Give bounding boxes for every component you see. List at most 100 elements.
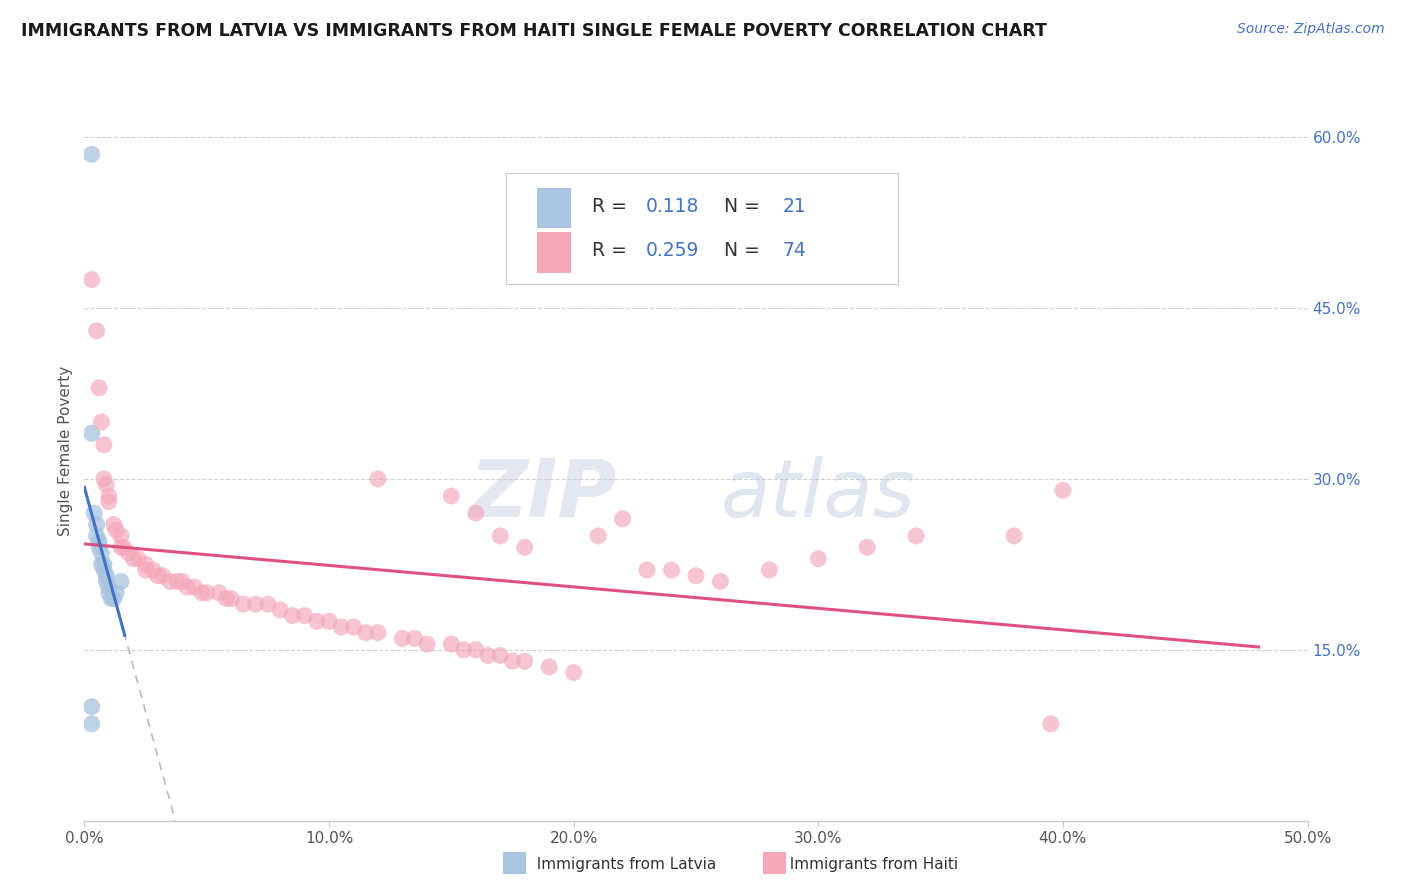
Point: [93, 438, 115, 452]
Point: [122, 551, 145, 566]
Point: [489, 648, 512, 663]
Point: [80, 716, 103, 731]
Text: 0.118: 0.118: [645, 196, 699, 216]
Point: [489, 529, 512, 543]
Point: [80, 147, 103, 161]
Text: ZIP: ZIP: [470, 456, 616, 534]
Text: N =: N =: [724, 196, 766, 216]
Point: [105, 586, 128, 600]
Point: [80, 426, 103, 441]
Point: [905, 529, 928, 543]
Point: [195, 586, 218, 600]
Point: [342, 620, 364, 634]
Point: [208, 586, 231, 600]
Point: [117, 546, 139, 560]
Point: [586, 529, 609, 543]
Text: 74: 74: [783, 241, 807, 260]
Point: [152, 568, 174, 582]
Point: [166, 574, 188, 589]
Point: [191, 586, 214, 600]
Point: [318, 615, 340, 629]
Text: N =: N =: [724, 241, 766, 260]
Point: [709, 574, 731, 589]
Text: IMMIGRANTS FROM LATVIA VS IMMIGRANTS FROM HAITI SINGLE FEMALE POVERTY CORRELATIO: IMMIGRANTS FROM LATVIA VS IMMIGRANTS FRO…: [21, 22, 1047, 40]
FancyBboxPatch shape: [537, 187, 571, 228]
Point: [183, 580, 205, 594]
Point: [232, 597, 254, 611]
Point: [538, 660, 561, 674]
Point: [477, 648, 499, 663]
Point: [636, 563, 658, 577]
Point: [294, 608, 316, 623]
Point: [93, 472, 115, 486]
Point: [219, 591, 242, 606]
Point: [146, 568, 169, 582]
Point: [103, 591, 125, 606]
Text: Immigrants from Latvia: Immigrants from Latvia: [527, 857, 717, 872]
Point: [87, 534, 110, 549]
Text: Source: ZipAtlas.com: Source: ZipAtlas.com: [1237, 22, 1385, 37]
FancyBboxPatch shape: [506, 173, 898, 284]
Point: [453, 642, 475, 657]
Point: [96, 568, 118, 582]
Text: atlas: atlas: [721, 456, 915, 534]
Point: [440, 637, 463, 651]
Point: [127, 551, 149, 566]
Point: [172, 574, 194, 589]
Point: [110, 574, 132, 589]
Point: [464, 642, 486, 657]
Point: [86, 529, 108, 543]
Point: [367, 625, 389, 640]
Point: [87, 381, 110, 395]
Point: [93, 558, 115, 572]
Point: [281, 608, 304, 623]
Point: [97, 586, 120, 600]
Point: [513, 541, 536, 555]
Point: [93, 563, 115, 577]
Point: [513, 654, 536, 668]
Point: [97, 489, 120, 503]
Point: [97, 580, 120, 594]
Point: [90, 546, 112, 560]
Point: [86, 517, 108, 532]
Point: [758, 563, 780, 577]
Point: [245, 597, 267, 611]
Point: [110, 529, 132, 543]
Text: 21: 21: [783, 196, 807, 216]
Point: [305, 615, 328, 629]
Point: [80, 699, 103, 714]
Point: [142, 563, 165, 577]
Point: [80, 272, 103, 286]
Point: [100, 591, 122, 606]
Point: [105, 523, 128, 537]
Text: R =: R =: [592, 196, 633, 216]
Point: [612, 512, 634, 526]
Point: [159, 574, 181, 589]
Point: [135, 558, 157, 572]
Point: [330, 620, 353, 634]
Text: R =: R =: [592, 241, 633, 260]
Bar: [763, 852, 786, 874]
Text: 0.259: 0.259: [645, 241, 699, 260]
Point: [86, 324, 108, 338]
Point: [416, 637, 439, 651]
Point: [661, 563, 683, 577]
Point: [391, 632, 413, 646]
Point: [685, 568, 707, 582]
Point: [135, 563, 157, 577]
Point: [562, 665, 585, 680]
Point: [856, 541, 879, 555]
Point: [90, 558, 112, 572]
Point: [103, 517, 125, 532]
Point: [464, 506, 486, 520]
Point: [807, 551, 830, 566]
Text: Immigrants from Haiti: Immigrants from Haiti: [780, 857, 959, 872]
Bar: [503, 852, 526, 874]
Point: [96, 574, 118, 589]
Point: [176, 580, 198, 594]
Point: [96, 477, 118, 491]
Point: [367, 472, 389, 486]
Point: [83, 506, 105, 520]
Point: [110, 541, 132, 555]
Point: [1039, 716, 1062, 731]
